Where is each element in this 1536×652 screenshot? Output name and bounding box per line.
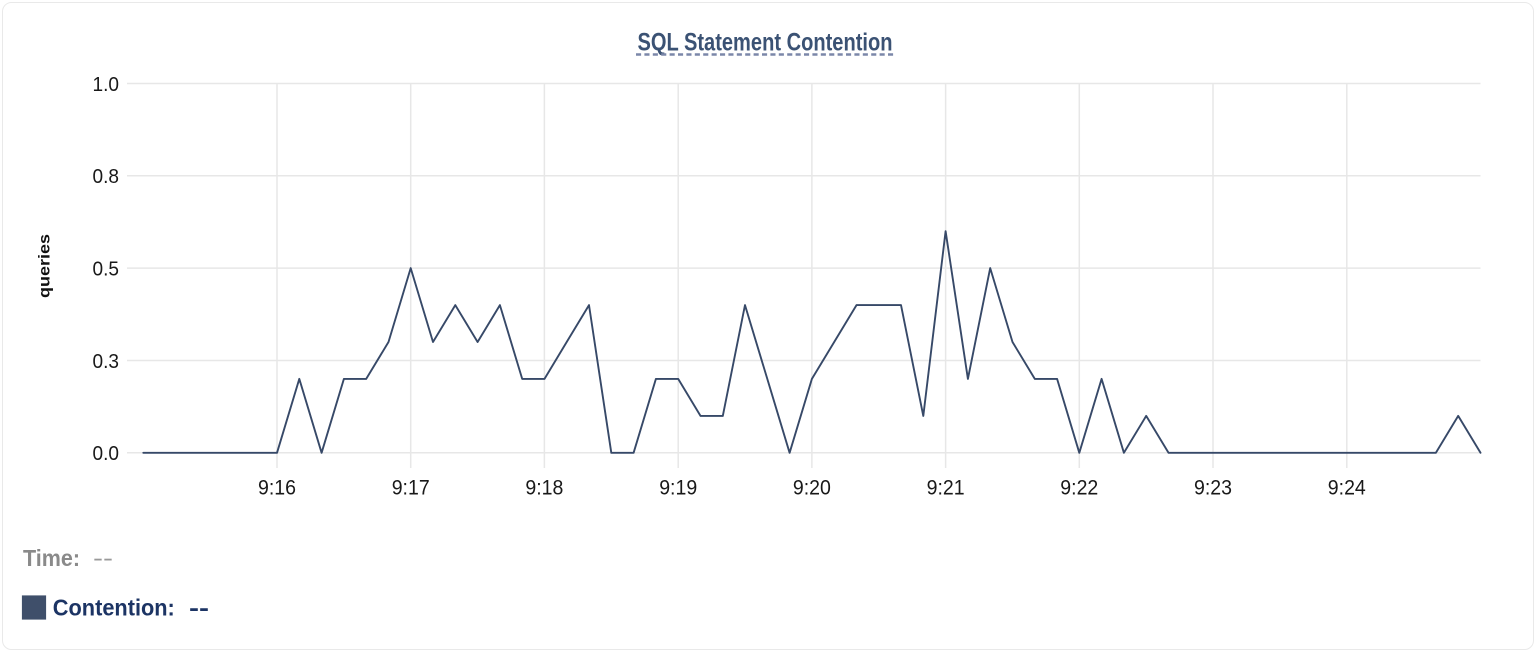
svg-text:1.0: 1.0 [93, 73, 120, 96]
svg-text:9:20: 9:20 [793, 476, 831, 499]
svg-text:Contention:: Contention: [53, 594, 175, 620]
svg-text:queries: queries [37, 234, 54, 298]
svg-text:--: -- [189, 594, 209, 620]
svg-text:9:21: 9:21 [927, 476, 965, 499]
svg-text:9:18: 9:18 [525, 476, 563, 499]
svg-text:9:23: 9:23 [1194, 476, 1232, 499]
svg-text:SQL Statement Contention: SQL Statement Contention [638, 29, 893, 57]
svg-text:9:22: 9:22 [1060, 476, 1098, 499]
svg-text:0.5: 0.5 [93, 257, 120, 280]
svg-text:9:16: 9:16 [258, 476, 296, 499]
svg-text:0.8: 0.8 [93, 165, 120, 188]
svg-text:9:24: 9:24 [1328, 476, 1366, 499]
svg-text:9:19: 9:19 [659, 476, 697, 499]
svg-text:Time:: Time: [23, 545, 80, 571]
svg-text:0.0: 0.0 [93, 442, 120, 465]
svg-text:0.3: 0.3 [93, 350, 120, 373]
svg-text:--: -- [93, 545, 113, 571]
svg-text:9:17: 9:17 [392, 476, 430, 499]
